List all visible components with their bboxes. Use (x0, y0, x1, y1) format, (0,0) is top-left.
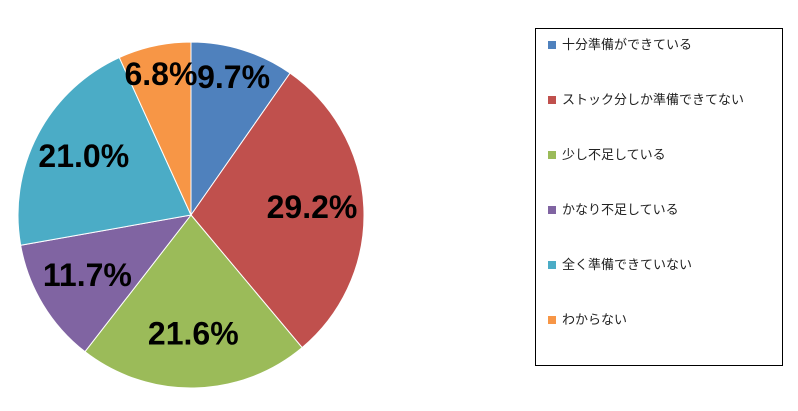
pie-slice (84, 214, 303, 389)
legend-label: 少し不足している (562, 148, 666, 163)
pie-slice (190, 41, 291, 217)
legend-swatch (548, 96, 556, 104)
pie-slice (17, 56, 192, 246)
legend-item: 十分準備ができている (548, 37, 774, 92)
pie-slice (20, 214, 193, 353)
legend-item: かなり不足している (548, 202, 774, 257)
data-label: 6.8% (124, 56, 197, 92)
data-label: 21.0% (38, 138, 129, 174)
legend-swatch (548, 41, 556, 49)
legend-label: かなり不足している (562, 203, 679, 218)
data-label: 29.2% (267, 189, 358, 225)
data-label: 11.7% (43, 257, 132, 293)
legend-item: ストック分しか準備できてない (548, 92, 774, 147)
data-label: 9.7% (197, 59, 270, 95)
legend-swatch (548, 316, 556, 324)
legend-label: 全く準備できていない (562, 258, 693, 273)
legend-item: 全く準備できていない (548, 257, 774, 312)
legend-item: 少し不足している (548, 147, 774, 202)
legend-label: 十分準備ができている (562, 38, 693, 53)
pie-slice (190, 72, 365, 349)
legend-swatch (548, 151, 556, 159)
legend-item: わからない (548, 312, 774, 367)
legend-swatch (548, 206, 556, 214)
legend-swatch (548, 261, 556, 269)
legend-label: ストック分しか準備できてない (562, 93, 745, 108)
data-label: 21.6% (148, 316, 239, 352)
legend: 十分準備ができているストック分しか準備できてない 少し不足している かなり不足してい… (535, 28, 783, 366)
pie-slice (118, 41, 192, 216)
legend-label: わからない (562, 313, 628, 328)
